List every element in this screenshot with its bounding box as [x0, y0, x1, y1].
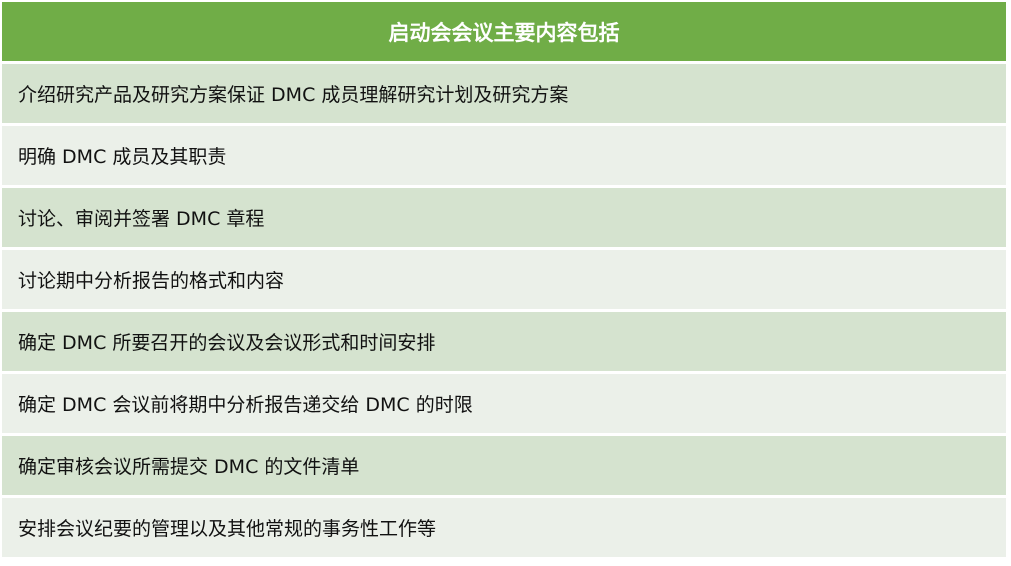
table-row: 安排会议纪要的管理以及其他常规的事务性工作等 [2, 498, 1006, 557]
table-row: 确定审核会议所需提交 DMC 的文件清单 [2, 436, 1006, 495]
table-row: 讨论期中分析报告的格式和内容 [2, 250, 1006, 309]
table-row: 确定 DMC 所要召开的会议及会议形式和时间安排 [2, 312, 1006, 371]
table-row: 讨论、审阅并签署 DMC 章程 [2, 188, 1006, 247]
table-row: 明确 DMC 成员及其职责 [2, 126, 1006, 185]
table-row: 确定 DMC 会议前将期中分析报告递交给 DMC 的时限 [2, 374, 1006, 433]
table-header: 启动会会议主要内容包括 [2, 2, 1006, 61]
kickoff-meeting-table: 启动会会议主要内容包括 介绍研究产品及研究方案保证 DMC 成员理解研究计划及研… [2, 2, 1006, 560]
table-row: 介绍研究产品及研究方案保证 DMC 成员理解研究计划及研究方案 [2, 64, 1006, 123]
